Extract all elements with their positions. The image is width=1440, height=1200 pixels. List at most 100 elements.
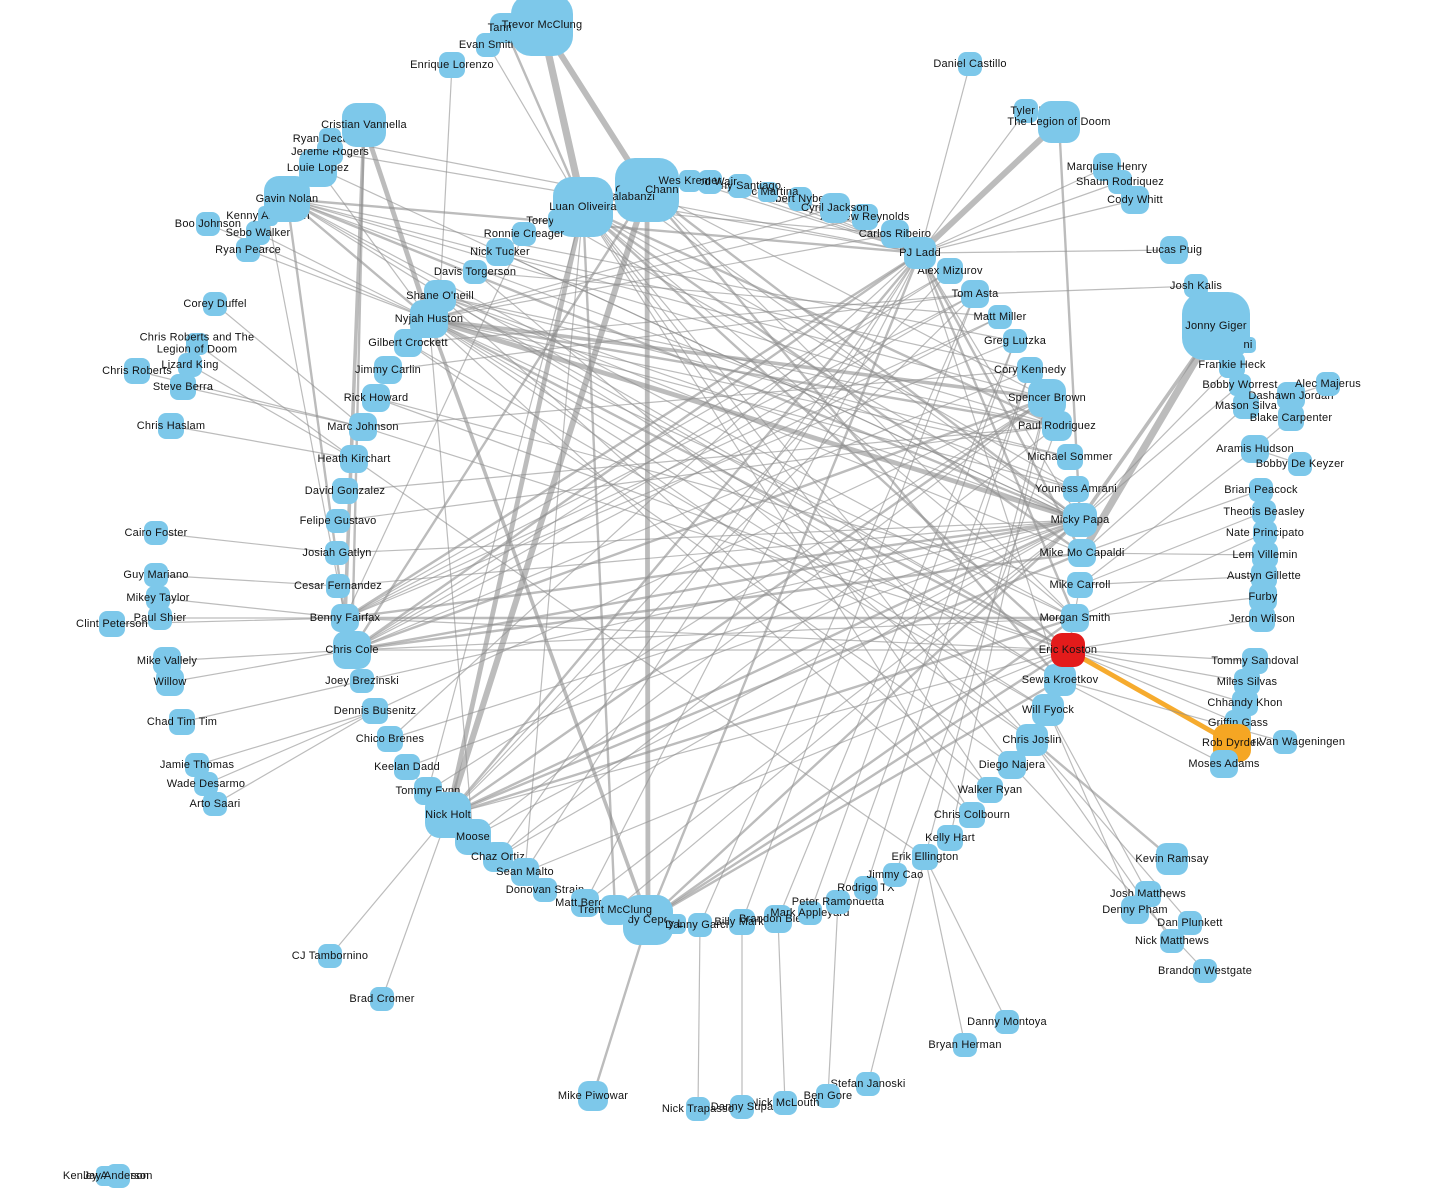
graph-node[interactable] [342,103,386,147]
graph-node[interactable] [146,586,170,610]
graph-node[interactable] [686,1097,710,1121]
graph-node[interactable] [319,128,341,150]
graph-node[interactable] [349,413,377,441]
graph-node[interactable] [99,611,125,637]
graph-node[interactable] [394,754,420,780]
graph-node[interactable] [1240,337,1256,353]
graph-node[interactable] [728,174,752,198]
graph-node[interactable] [1160,236,1188,264]
graph-node[interactable] [463,260,487,284]
graph-node[interactable] [883,863,907,887]
graph-node[interactable] [977,777,1003,803]
graph-node[interactable] [995,1010,1019,1034]
graph-node[interactable] [553,177,613,237]
graph-node[interactable] [325,541,349,565]
graph-node[interactable] [148,606,172,630]
graph-node[interactable] [730,1095,754,1119]
graph-node[interactable] [186,333,208,355]
graph-node[interactable] [600,895,630,925]
graph-node[interactable] [816,1084,840,1108]
graph-node[interactable] [788,187,812,211]
graph-node[interactable] [852,204,878,230]
graph-node[interactable] [959,802,985,828]
graph-node[interactable] [912,844,938,870]
graph-node[interactable] [679,170,701,192]
graph-node[interactable] [483,842,513,872]
graph-node[interactable] [904,237,936,269]
graph-node[interactable] [196,212,220,236]
graph-node[interactable] [854,876,878,900]
graph-node[interactable] [1252,500,1276,524]
graph-node[interactable] [377,726,403,752]
graph-node[interactable] [1316,372,1340,396]
graph-node[interactable] [1016,724,1048,756]
graph-node[interactable] [1121,896,1149,924]
graph-node[interactable] [170,374,196,400]
graph-node[interactable] [666,914,686,934]
graph-node[interactable] [1219,352,1245,378]
graph-node[interactable] [1032,694,1064,726]
graph-node[interactable] [374,356,402,384]
graph-node[interactable] [370,987,394,1011]
graph-node[interactable] [578,1081,608,1111]
graph-node[interactable] [144,521,168,545]
graph-node[interactable] [1038,101,1080,143]
graph-node[interactable] [340,445,368,473]
graph-node[interactable] [1057,444,1083,470]
graph-node[interactable] [1210,750,1238,778]
graph-node[interactable] [1193,959,1217,983]
graph-node[interactable] [1182,292,1250,360]
graph-node[interactable] [937,258,963,284]
graph-node[interactable] [203,792,227,816]
graph-node[interactable] [698,170,722,194]
graph-node[interactable] [937,825,963,851]
graph-node[interactable] [729,909,755,935]
graph-node[interactable] [1229,374,1251,396]
graph-node[interactable] [1233,393,1259,419]
graph-node[interactable] [169,709,195,735]
graph-node[interactable] [1067,572,1093,598]
graph-node[interactable] [362,698,388,724]
graph-node[interactable] [953,1033,977,1057]
graph-node[interactable] [394,329,422,357]
graph-node[interactable] [1278,405,1304,431]
graph-node[interactable] [856,1072,880,1096]
graph-node[interactable] [1249,606,1275,632]
graph-node[interactable] [1249,478,1273,502]
graph-node[interactable] [1061,604,1089,632]
graph-node[interactable] [998,751,1026,779]
graph-node[interactable] [820,193,850,223]
graph-node[interactable] [1288,452,1312,476]
graph-node[interactable] [158,413,184,439]
graph-node[interactable] [1014,99,1038,123]
graph-node[interactable] [153,647,181,675]
graph-node[interactable] [1273,730,1297,754]
graph-node[interactable] [124,358,150,384]
graph-node[interactable] [1241,435,1269,463]
graph-node[interactable] [764,905,792,933]
graph-node[interactable] [144,563,168,587]
graph-node[interactable] [1063,503,1097,537]
graph-node[interactable] [623,895,673,945]
graph-node[interactable] [1253,521,1277,545]
graph-node[interactable] [326,574,350,598]
graph-node[interactable] [1068,539,1096,567]
graph-node[interactable] [1121,186,1149,214]
graph-node[interactable] [1003,329,1027,353]
graph-node[interactable] [533,878,557,902]
graph-node[interactable] [326,509,350,533]
graph-node[interactable] [826,890,850,914]
graph-node[interactable] [1044,664,1076,696]
graph-node[interactable] [958,52,982,76]
graph-node[interactable] [178,353,202,377]
selected-node[interactable] [1051,633,1085,667]
graph-node[interactable] [1017,357,1043,383]
graph-node[interactable] [476,33,500,57]
graph-node[interactable] [185,753,209,777]
graph-node[interactable] [318,944,342,968]
graph-node[interactable] [106,1164,130,1188]
graph-node[interactable] [988,305,1012,329]
graph-node[interactable] [331,604,359,632]
graph-node[interactable] [961,280,989,308]
graph-node[interactable] [688,913,712,937]
